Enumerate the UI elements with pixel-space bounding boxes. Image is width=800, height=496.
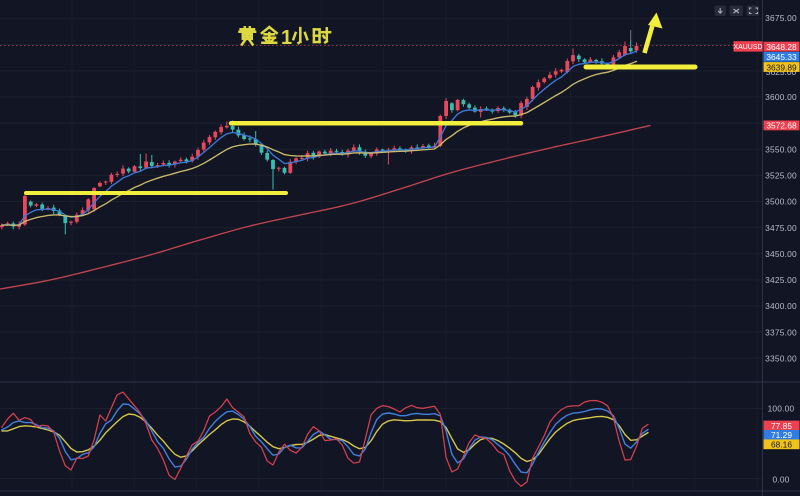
svg-text:3475.00: 3475.00 <box>765 223 797 233</box>
svg-text:100.00: 100.00 <box>768 404 795 414</box>
svg-text:3600.00: 3600.00 <box>765 92 797 102</box>
svg-text:1: 1 <box>281 27 292 49</box>
svg-text:3639.89: 3639.89 <box>766 62 797 72</box>
svg-text:0.00: 0.00 <box>772 475 789 485</box>
svg-text:3648.28: 3648.28 <box>766 42 797 52</box>
svg-text:XAUUSD: XAUUSD <box>733 44 762 51</box>
svg-text:3450.00: 3450.00 <box>765 249 797 259</box>
svg-text:3675.00: 3675.00 <box>765 13 797 23</box>
svg-text:77.85: 77.85 <box>771 421 792 431</box>
svg-text:3400.00: 3400.00 <box>765 301 797 311</box>
svg-text:3425.00: 3425.00 <box>765 275 797 285</box>
svg-text:71.29: 71.29 <box>771 430 792 440</box>
svg-text:3645.33: 3645.33 <box>766 52 797 62</box>
svg-text:68.16: 68.16 <box>771 440 792 450</box>
svg-text:3375.00: 3375.00 <box>765 327 797 337</box>
svg-text:3525.00: 3525.00 <box>765 171 797 181</box>
svg-text:3572.68: 3572.68 <box>766 121 797 131</box>
svg-text:3350.00: 3350.00 <box>765 353 797 363</box>
svg-text:3550.00: 3550.00 <box>765 144 797 154</box>
svg-text:3500.00: 3500.00 <box>765 197 797 207</box>
